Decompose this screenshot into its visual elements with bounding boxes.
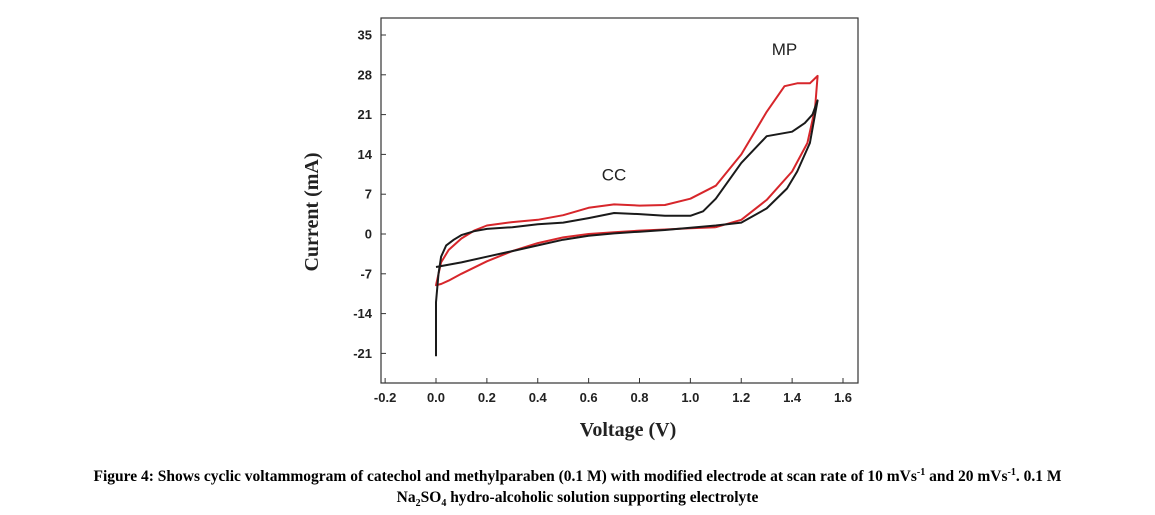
y-tick-label: 21 (358, 107, 372, 122)
x-tick-label: -0.2 (374, 390, 396, 405)
annotation-cc: CC (602, 165, 627, 184)
y-tick-label: -7 (360, 266, 372, 281)
cyclic-voltammogram-chart: -0.2 0.0 0.2 0.4 0.6 0.8 1.0 1.2 1.4 1.6 35 28 21 14 7… (301, 17, 859, 441)
series-line-black (435, 99, 819, 357)
series-layer (435, 74, 819, 357)
x-tick-label: 0.6 (580, 390, 598, 405)
figure-caption: Figure 4: Shows cyclic voltammogram of c… (0, 462, 1155, 514)
plot-frame (380, 17, 859, 384)
x-tick-label: 0.8 (630, 390, 648, 405)
x-tick-label: 0.4 (529, 390, 548, 405)
y-axis-title: Current (mA) (301, 152, 323, 271)
y-tick-label: 0 (365, 227, 372, 242)
x-tick-label: 1.0 (681, 390, 699, 405)
x-tick-label: 1.6 (834, 390, 852, 405)
ticks-layer: -0.2 0.0 0.2 0.4 0.6 0.8 1.0 1.2 1.4 1.6 35 28 21 14 7… (353, 28, 852, 406)
x-tick-label: 1.2 (732, 390, 750, 405)
annotation-mp: MP (772, 40, 798, 59)
x-tick-label: 1.4 (783, 390, 802, 405)
y-tick-label: 35 (358, 28, 372, 43)
caption-line-2: Na2SO4 hydro-alcoholic solution supporti… (396, 489, 759, 510)
y-tick-label: 14 (358, 147, 373, 162)
x-tick-label: 0.2 (478, 390, 496, 405)
x-axis-title: Voltage (V) (580, 419, 676, 441)
x-tick-label: 0.0 (427, 390, 445, 405)
y-tick-label: 28 (358, 67, 372, 82)
y-tick-label: -14 (353, 306, 373, 321)
caption-line-1: Figure 4: Shows cyclic voltammogram of c… (93, 467, 1062, 486)
y-tick-label: 7 (365, 187, 372, 202)
series-line-red (435, 74, 819, 287)
y-tick-label: -21 (353, 346, 372, 361)
